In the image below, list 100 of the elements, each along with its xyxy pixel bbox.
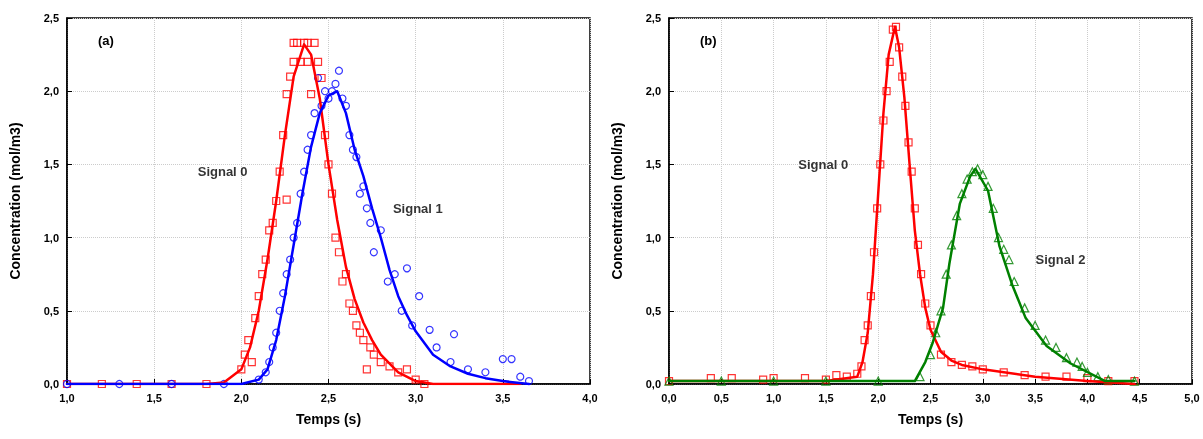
point: [1030, 320, 1040, 331]
point: [348, 306, 358, 315]
point: [925, 321, 935, 330]
point: [411, 375, 420, 384]
point: [900, 101, 909, 110]
x-tick-label: 3,0: [408, 391, 424, 404]
point: [352, 152, 361, 162]
y-tick-label: 0,0: [43, 378, 59, 390]
point: [282, 195, 291, 204]
point: [279, 289, 288, 298]
point: [115, 379, 124, 389]
point: [282, 270, 291, 279]
y-tick-label: 2,0: [43, 85, 59, 98]
x-tick-label: 4,5: [1131, 391, 1147, 404]
point: [286, 255, 295, 264]
text: Signal 0: [197, 164, 248, 180]
point: [463, 365, 473, 374]
point: [881, 87, 891, 96]
point: [498, 355, 507, 364]
point: [967, 362, 976, 371]
point: [920, 299, 929, 308]
point: [957, 360, 966, 370]
point: [946, 240, 956, 250]
point: [352, 321, 361, 330]
point: [863, 321, 872, 330]
point: [289, 233, 298, 242]
point: [268, 343, 277, 352]
point: [962, 174, 972, 184]
point: [359, 335, 368, 345]
y-tick-label: 2,5: [645, 12, 661, 24]
point: [327, 189, 337, 198]
point: [925, 350, 935, 360]
y-tick-label: 0,5: [645, 304, 661, 317]
point: [286, 72, 295, 81]
point: [345, 131, 354, 140]
point: [524, 376, 534, 386]
point: [1003, 254, 1014, 265]
point: [258, 270, 267, 279]
point: [1092, 372, 1102, 382]
point: [299, 38, 309, 47]
point: [1071, 357, 1082, 367]
point: [355, 328, 364, 337]
point: [402, 365, 412, 374]
y-tick-label: 1,5: [645, 158, 661, 171]
point: [1061, 372, 1071, 381]
point: [317, 101, 326, 110]
point: [390, 270, 399, 279]
point: [327, 87, 337, 96]
point: [324, 94, 333, 103]
y-tick-label: 2,0: [645, 85, 661, 98]
point: [289, 38, 298, 47]
point: [341, 270, 351, 279]
point: [300, 167, 309, 176]
point: [978, 365, 987, 374]
point: [875, 160, 884, 169]
point: [306, 90, 316, 99]
point: [310, 109, 319, 118]
point: [408, 321, 417, 330]
point: [982, 181, 993, 191]
x-tick-label: 0,0: [660, 391, 677, 404]
point: [936, 350, 945, 359]
point: [237, 365, 246, 374]
point: [885, 57, 894, 67]
point: [265, 357, 274, 367]
y-tick-label: 1,0: [43, 231, 59, 244]
series-label: Signal 2: [1035, 252, 1085, 268]
point: [282, 90, 291, 99]
point: [334, 66, 344, 75]
point: [873, 376, 883, 386]
point: [324, 160, 333, 169]
point: [910, 204, 919, 213]
point: [425, 325, 434, 334]
point: [516, 372, 525, 381]
point: [362, 365, 371, 374]
point: [1009, 276, 1019, 287]
point: [296, 189, 305, 198]
point: [338, 94, 347, 103]
point: [348, 145, 358, 154]
point: [935, 306, 946, 316]
point: [331, 233, 340, 242]
series-label: Signal 1: [392, 200, 443, 216]
point: [967, 167, 977, 177]
point: [275, 306, 284, 315]
point: [261, 255, 270, 264]
point: [831, 371, 840, 380]
point: [999, 368, 1008, 377]
x-tick-label: 2,0: [233, 391, 249, 404]
point: [872, 204, 881, 213]
point: [869, 248, 878, 257]
point: [894, 43, 903, 52]
point: [507, 355, 516, 364]
point: [856, 362, 866, 371]
x-tick-label: 1,5: [817, 391, 834, 404]
point: [449, 330, 459, 339]
point: [355, 189, 364, 198]
point: [272, 196, 281, 206]
point: [706, 374, 715, 383]
point: [310, 38, 319, 47]
x-tick-label: 1,0: [59, 391, 75, 404]
y-axis-title: Concentration (mol/m3): [608, 122, 625, 280]
